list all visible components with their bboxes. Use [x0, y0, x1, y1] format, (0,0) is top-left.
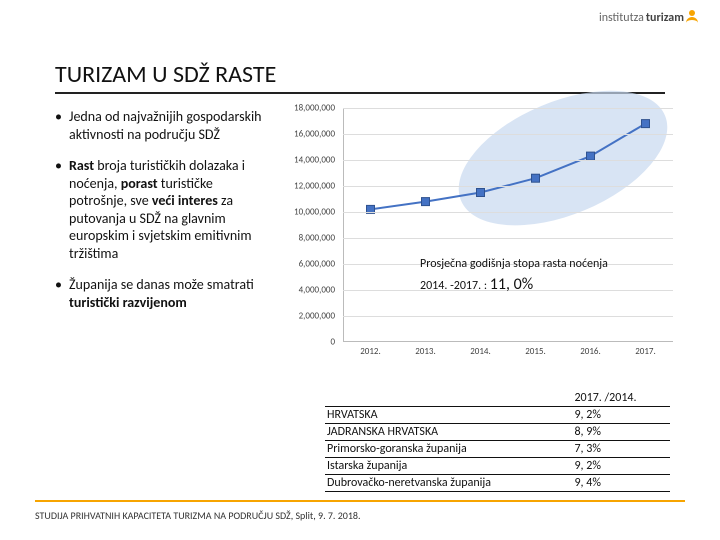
table-row: Istarska županija9, 2%: [325, 458, 670, 475]
logo-text-2: turizam: [646, 11, 684, 25]
table-row: Dubrovačko-neretvanska županija9, 4%: [325, 475, 670, 492]
table-cell: Istarska županija: [325, 458, 564, 475]
logo-text-1: institutza: [599, 11, 644, 25]
nocenja-chart: 0 2,000,000 4,000,000 6,000,000 8,000,000 10,…: [275, 108, 675, 368]
bullet-list: Jedna od najvažnijih gospodarskih aktivn…: [55, 108, 265, 325]
table-cell: 9, 4%: [564, 475, 670, 492]
y-tick: 8,000,000: [275, 233, 335, 244]
gridline: [343, 160, 673, 161]
brand-logo: institutzaturizam: [599, 10, 702, 26]
gridline: [343, 212, 673, 213]
growth-annotation: Prosječna godišnja stopa rasta noćenja 2…: [420, 255, 710, 297]
annot-line2: 2014. -2017. : 11, 0%: [420, 273, 710, 297]
y-tick: 10,000,000: [275, 207, 335, 218]
title-underline: [55, 92, 665, 94]
y-tick: 12,000,000: [275, 181, 335, 192]
gridline: [343, 186, 673, 187]
page-title: TURIZAM U SDŽ RASTE: [55, 60, 276, 89]
bullet-item: Rast broja turističkih dolazaka i noćenj…: [55, 157, 265, 262]
table-body: HRVATSKA9, 2%JADRANSKA HRVATSKA8, 9%Prim…: [325, 407, 670, 492]
table-cell: 9, 2%: [564, 458, 670, 475]
table-row: JADRANSKA HRVATSKA8, 9%: [325, 424, 670, 441]
table-cell: Primorsko-goranska županija: [325, 441, 564, 458]
annot-line1: Prosječna godišnja stopa rasta noćenja: [420, 255, 710, 273]
table-cell: HRVATSKA: [325, 407, 564, 424]
gridline: [343, 108, 673, 109]
table-row: HRVATSKA9, 2%: [325, 407, 670, 424]
table-cell: Dubrovačko-neretvanska županija: [325, 475, 564, 492]
table-cell: 8, 9%: [564, 424, 670, 441]
x-tick: 2012.: [360, 346, 381, 357]
x-tick: 2013.: [415, 346, 436, 357]
bullet-item: Jedna od najvažnijih gospodarskih aktivn…: [55, 108, 265, 143]
comparison-table: 2017. /2014. HRVATSKA9, 2%JADRANSKA HRVA…: [325, 390, 670, 492]
data-marker: [477, 189, 485, 197]
gridline: [343, 238, 673, 239]
y-tick: 6,000,000: [275, 259, 335, 270]
y-tick: 18,000,000: [275, 103, 335, 114]
y-tick: 2,000,000: [275, 311, 335, 322]
gridline: [343, 316, 673, 317]
tourism-icon: [686, 10, 702, 26]
table-header-cell: [325, 390, 564, 407]
y-tick: 14,000,000: [275, 155, 335, 166]
table-cell: 9, 2%: [564, 407, 670, 424]
data-marker: [587, 152, 595, 160]
data-marker: [422, 198, 430, 206]
x-tick: 2017.: [635, 346, 656, 357]
y-tick: 4,000,000: [275, 285, 335, 296]
table-header-row: 2017. /2014.: [325, 390, 670, 407]
table-cell: 7, 3%: [564, 441, 670, 458]
y-tick: 16,000,000: [275, 129, 335, 140]
x-tick: 2014.: [470, 346, 491, 357]
bullet-ul: Jedna od najvažnijih gospodarskih aktivn…: [55, 108, 265, 311]
gridline: [343, 134, 673, 135]
data-marker: [642, 120, 650, 128]
x-tick: 2015.: [525, 346, 546, 357]
chart-svg: [343, 108, 673, 342]
table-row: Primorsko-goranska županija7, 3%: [325, 441, 670, 458]
table-cell: JADRANSKA HRVATSKA: [325, 424, 564, 441]
footer-text: STUDIJA PRIHVATNIH KAPACITETA TURIZMA NA…: [35, 509, 361, 522]
y-tick: 0: [275, 337, 335, 348]
footer-rule: [35, 500, 685, 502]
bullet-item: Županija se danas može smatrati turistič…: [55, 276, 265, 311]
x-tick: 2016.: [580, 346, 601, 357]
data-marker: [532, 174, 540, 182]
table-header-cell: 2017. /2014.: [564, 390, 670, 407]
